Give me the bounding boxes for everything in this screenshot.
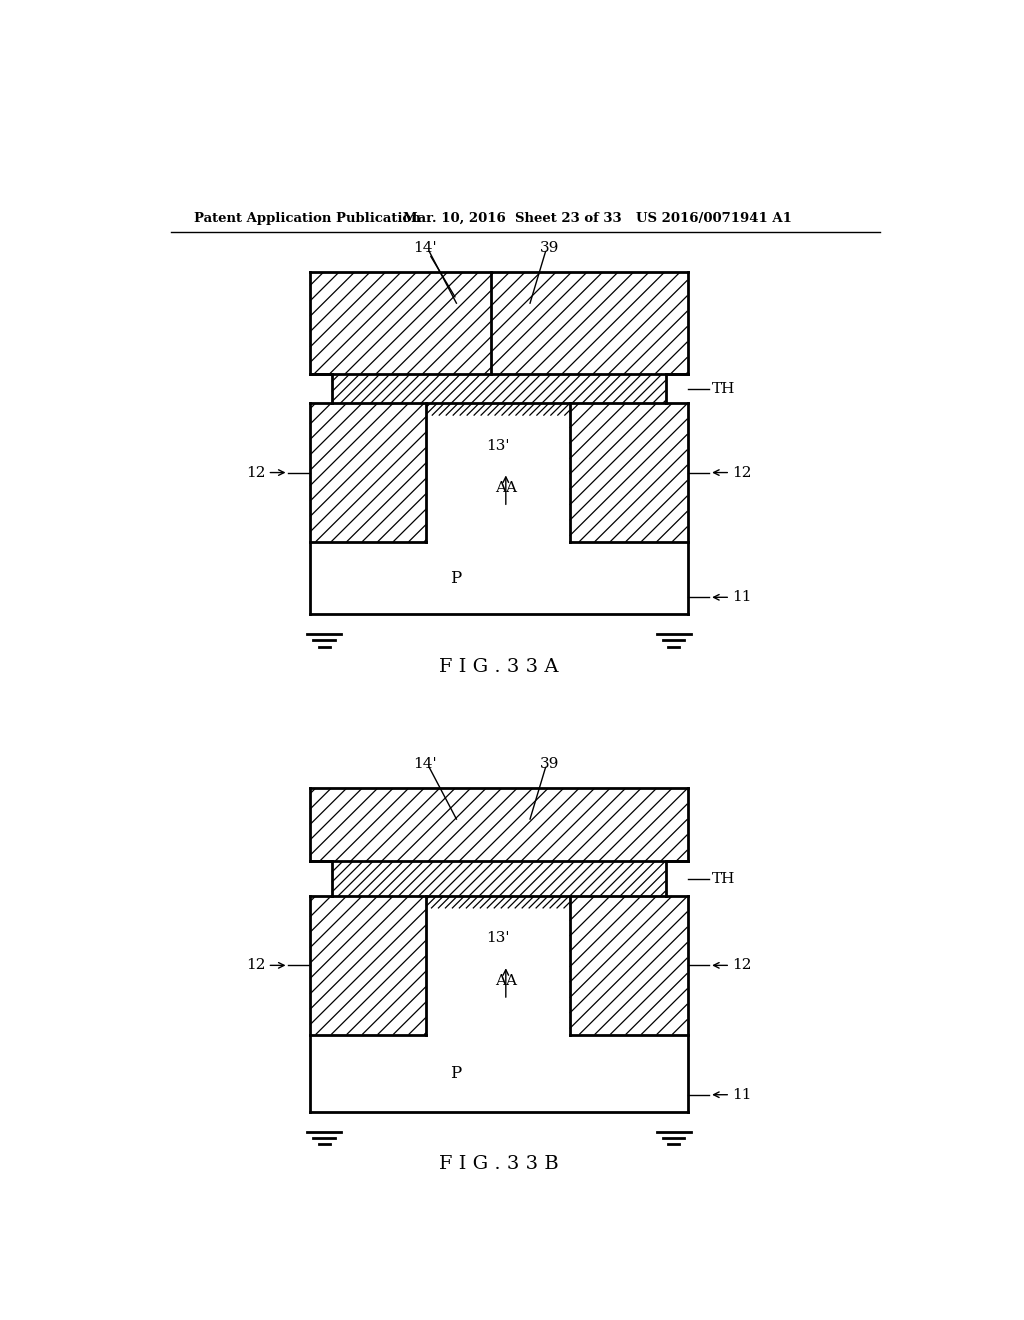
Text: 39: 39 (540, 756, 559, 771)
Text: 39: 39 (540, 240, 559, 255)
Text: 12: 12 (732, 466, 752, 479)
Text: TH: TH (713, 381, 735, 396)
Text: AA: AA (495, 480, 517, 495)
Text: 12: 12 (246, 958, 265, 973)
Text: 13': 13' (486, 932, 510, 945)
Text: 11: 11 (732, 590, 752, 605)
Text: 11: 11 (732, 1088, 752, 1102)
Text: Mar. 10, 2016  Sheet 23 of 33: Mar. 10, 2016 Sheet 23 of 33 (403, 213, 622, 224)
Text: AA: AA (495, 974, 517, 987)
Text: Patent Application Publication: Patent Application Publication (194, 213, 421, 224)
Text: 14': 14' (414, 756, 437, 771)
Text: 12: 12 (732, 958, 752, 973)
Text: US 2016/0071941 A1: US 2016/0071941 A1 (636, 213, 792, 224)
Text: TH: TH (713, 871, 735, 886)
Text: 13': 13' (486, 438, 510, 453)
Text: 14': 14' (414, 240, 437, 255)
Text: P: P (450, 569, 461, 586)
Text: P: P (450, 1065, 461, 1081)
Text: 12: 12 (246, 466, 265, 479)
Text: F I G . 3 3 A: F I G . 3 3 A (439, 657, 558, 676)
Text: F I G . 3 3 B: F I G . 3 3 B (439, 1155, 559, 1173)
